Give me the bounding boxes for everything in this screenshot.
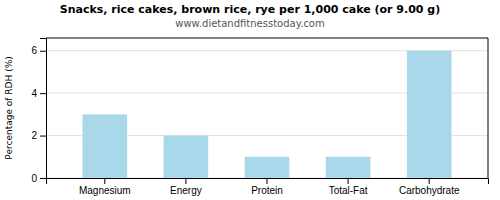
- tick-mark: [185, 178, 186, 184]
- subtitle: www.dietandfitnesstoday.com: [175, 18, 324, 29]
- bar: [245, 157, 290, 178]
- tick-mark: [267, 178, 268, 184]
- frame-line: [488, 38, 489, 178]
- chart: Snacks, rice cakes, brown rice, rye per …: [0, 0, 500, 200]
- bar: [326, 157, 371, 178]
- title: Snacks, rice cakes, brown rice, rye per …: [60, 3, 440, 16]
- tick-label: 6: [31, 45, 37, 56]
- tick: Total-Fat: [329, 178, 368, 196]
- y-axis: 0 2 4 6: [31, 39, 46, 184]
- tick: Protein: [251, 178, 283, 196]
- tick-label: Carbohydrate: [399, 185, 460, 196]
- y-axis-title: Percentage of RDH (%): [4, 56, 14, 159]
- plot: 0 2 4 6 Magnesium Energy Protein Total-Fat Carbo…: [31, 38, 488, 196]
- tick-mark: [40, 51, 46, 52]
- tick: 6: [31, 45, 46, 56]
- tick-label: 4: [31, 88, 37, 99]
- tick-label: Protein: [251, 185, 283, 196]
- tick-label: Total-Fat: [329, 185, 368, 196]
- tick-label: 2: [31, 130, 37, 141]
- tick: Magnesium: [79, 178, 131, 196]
- tick: Carbohydrate: [399, 178, 460, 196]
- tick: 2: [31, 130, 46, 141]
- tick: 0: [31, 173, 46, 184]
- frame-line: [46, 38, 488, 39]
- axis-line: [40, 39, 47, 179]
- tick-mark: [104, 178, 105, 184]
- axis-line: [47, 179, 489, 185]
- bar: [407, 51, 452, 178]
- tick-mark: [40, 178, 46, 179]
- x-axis: Magnesium Energy Protein Total-Fat Carbohydr…: [47, 178, 489, 196]
- tick-mark: [429, 178, 430, 184]
- tick: Energy: [170, 178, 202, 196]
- bar: [164, 136, 209, 178]
- bar: [82, 114, 127, 178]
- tick-label: 0: [31, 173, 37, 184]
- tick-mark: [40, 93, 46, 94]
- bars: [82, 51, 451, 178]
- tick-label: Energy: [170, 185, 202, 196]
- grid: [46, 51, 488, 178]
- tick-mark: [348, 178, 349, 184]
- tick-label: Magnesium: [79, 185, 131, 196]
- tick: 4: [31, 88, 46, 99]
- tick-mark: [40, 136, 46, 137]
